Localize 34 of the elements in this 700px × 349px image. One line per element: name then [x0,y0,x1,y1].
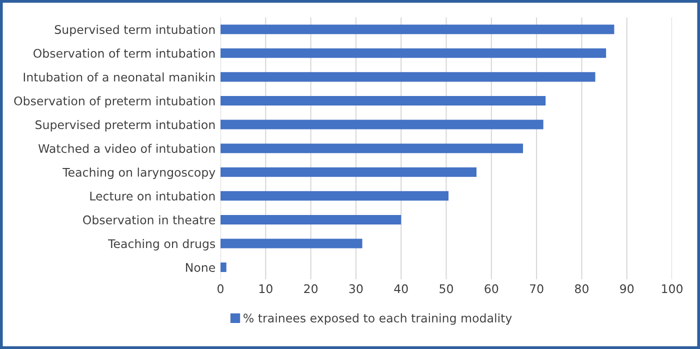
x-tick-label: 90 [620,284,634,294]
y-tick-label: Teaching on laryngoscopy [62,168,216,180]
x-tick-label: 50 [440,284,453,294]
x-tick-label: 10 [259,284,272,294]
x-tick-label: 60 [484,284,498,294]
y-tick-label: Watched a video of intubation [38,144,215,153]
y-tick-label: Teaching on drugs [108,239,216,250]
x-tick-label: 80 [574,284,588,294]
bar [220,262,226,272]
y-tick-label: Observation in theatre [83,215,216,224]
x-tick-label: 20 [304,284,318,294]
bar [220,191,449,201]
bar [220,144,524,154]
y-tick-label: Supervised preterm intubation [36,120,215,132]
bar [220,24,614,34]
y-tick-label: Intubation of a neonatal manikin [24,72,215,82]
y-tick-label: None [186,263,216,272]
y-tick-label: Observation of term intubation [34,48,215,58]
bar [220,214,402,224]
x-tick-label: 70 [530,284,544,294]
bar [220,120,544,130]
bar [220,48,606,58]
y-tick-label: Lecture on intubation [90,191,215,201]
x-tick-label: 100 [662,284,682,294]
bar [220,238,362,248]
x-tick-label: 30 [349,284,363,294]
bar [220,72,596,82]
x-tick-label: 40 [394,284,408,294]
legend-label: % trainees exposed to each training modality [244,313,512,325]
bar [220,96,546,106]
y-tick-label: Supervised term intubation [54,24,215,36]
y-tick-label: Observation of preterm intubation [14,96,215,108]
bar [220,167,476,177]
x-tick-label: 0 [218,284,224,294]
